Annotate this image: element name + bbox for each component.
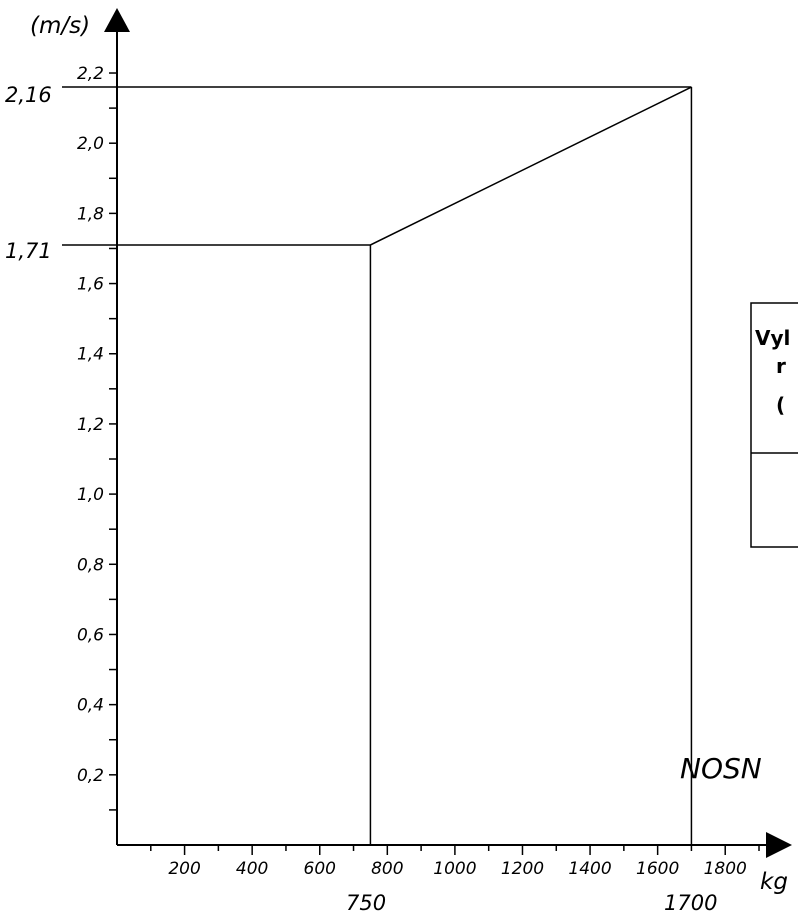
y-tick-label: 1,0 — [77, 485, 104, 505]
x-tick-label: 1000 — [433, 859, 476, 879]
y-tick-label: 0,8 — [77, 555, 104, 575]
y-tick-label: 1,2 — [77, 415, 104, 435]
tick-marks — [109, 72, 760, 855]
x-tick-label: 600 — [304, 859, 336, 879]
x-tick-label: 1600 — [636, 859, 679, 879]
series-lines — [62, 86, 693, 845]
x-tick-label: 1400 — [568, 859, 611, 879]
x-tick-label: 800 — [371, 859, 403, 879]
chart-caption: NOSN — [680, 752, 762, 785]
y-tick-label: 1,8 — [77, 204, 104, 224]
legend-box: Vyl r ( — [750, 302, 798, 548]
marker-label-1700: 1700 — [664, 891, 717, 915]
x-tick-label: 1800 — [704, 859, 747, 879]
x-unit-label: kg — [760, 869, 788, 895]
marker-label-1-71: 1,71 — [5, 239, 52, 263]
y-tick-label: 0,6 — [77, 625, 104, 645]
y-tick-label: 1,4 — [77, 345, 104, 365]
x-axis-arrow-icon — [766, 832, 792, 858]
marker-label-2-16: 2,16 — [5, 83, 52, 107]
tick-labels: 200 400 600 800 1000 1200 1400 1600 1800 0,2 0,4 0,… — [77, 64, 747, 879]
marker-label-750: 750 — [346, 891, 386, 915]
legend-box-line-3: ( — [776, 393, 785, 417]
y-unit-label: (m/s) — [30, 13, 90, 39]
y-tick-label: 0,4 — [77, 696, 104, 716]
legend-box-line-1: Vyl — [755, 326, 790, 350]
y-tick-label: 2,2 — [77, 64, 104, 84]
x-tick-label: 200 — [168, 859, 200, 879]
x-tick-label: 1200 — [501, 859, 544, 879]
y-tick-label: 0,2 — [77, 766, 104, 786]
x-tick-label: 400 — [236, 859, 268, 879]
y-tick-label: 2,0 — [77, 134, 104, 154]
legend-box-frame — [750, 302, 798, 548]
series-line — [117, 86, 692, 246]
y-axis-arrow-icon — [104, 8, 130, 32]
legend-box-line-2: r — [776, 354, 786, 378]
y-tick-label: 1,6 — [77, 275, 104, 295]
